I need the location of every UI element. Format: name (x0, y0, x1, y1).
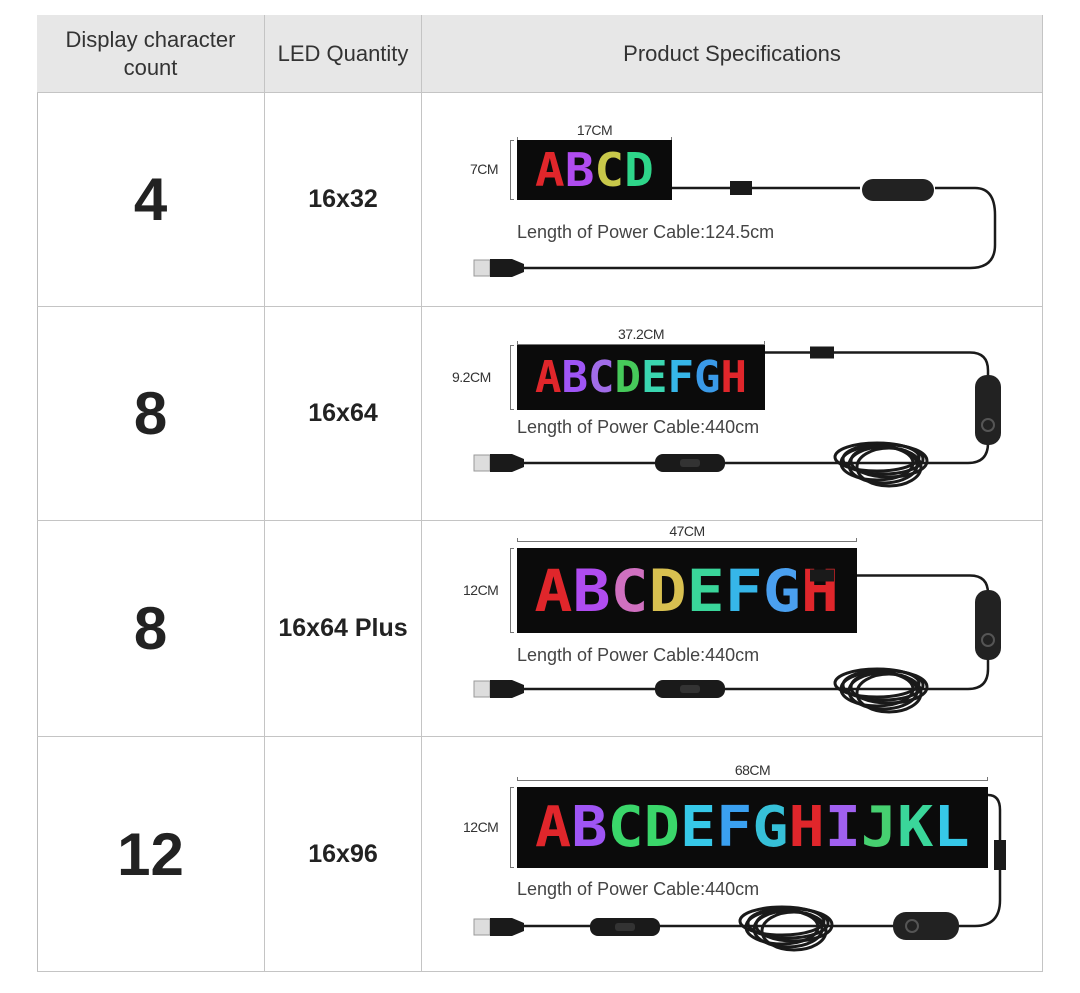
height-dimension-label: 12CM (463, 581, 499, 598)
led-panel-letters: ABCDEFGH (535, 351, 747, 403)
cable-coil-icon (855, 446, 923, 488)
character-count-value: 4 (37, 93, 265, 307)
width-dimension-label: 17CM (576, 122, 613, 138)
remote-controller-icon (893, 912, 959, 940)
power-cable-length: Length of Power Cable:440cm (517, 645, 760, 665)
led-quantity-value: 16x32 (265, 93, 422, 307)
character-count-value: 12 (37, 737, 265, 972)
usb-plug-icon (473, 454, 491, 472)
switch-button (680, 685, 700, 693)
width-dimension-line (517, 777, 988, 781)
character-count-value: 8 (37, 521, 265, 737)
usb-plug-body (490, 680, 524, 698)
switch-button (680, 459, 700, 467)
usb-plug-icon (473, 259, 491, 277)
usb-plug-body (490, 259, 524, 277)
power-cable-length: Length of Power Cable:440cm (517, 417, 760, 437)
usb-plug-icon (473, 918, 491, 936)
led-panel-letters: ABCDEFGH (534, 556, 840, 625)
usb-plug-body (490, 918, 524, 936)
led-panel-letters: ABCDEFGHIJKL (535, 794, 970, 860)
power-cable (524, 186, 997, 270)
led-quantity-value: 16x96 (265, 737, 422, 972)
cable-coil-icon (760, 910, 828, 952)
controller-button-icon (905, 919, 919, 933)
power-cable-length: Length of Power Cable:124.5cm (517, 222, 775, 242)
led-panel-letters: ABCD (535, 143, 654, 197)
height-dimension-label: 7CM (470, 161, 499, 177)
product-specifications-cell (422, 521, 1043, 737)
cable-coil-icon (855, 672, 923, 714)
controller-button-icon (981, 418, 995, 432)
remote-controller-icon (975, 375, 1001, 445)
height-dimension-label: 12CM (463, 818, 499, 835)
header-led-quantity: LED Quantity (265, 15, 422, 93)
usb-plug-icon (473, 680, 491, 698)
led-panel-image: ABCDEFGH (517, 345, 765, 410)
character-count-value: 8 (37, 307, 265, 521)
height-dimension-line (510, 548, 514, 633)
product-specifications-cell (422, 307, 1043, 521)
cable-connector (810, 346, 834, 359)
led-quantity-value: 16x64 Plus (265, 521, 422, 737)
header-character-count: Display character count (37, 15, 265, 93)
remote-controller-icon (975, 590, 1001, 660)
led-panel-image: ABCDEFGHIJKL (517, 787, 988, 868)
cable-connector (810, 569, 834, 582)
power-cable (524, 574, 990, 691)
height-dimension-line (510, 787, 514, 868)
remote-controller-icon (862, 179, 934, 201)
led-quantity-value: 16x64 (265, 307, 422, 521)
product-specifications-cell (422, 737, 1043, 972)
width-dimension-label: 37.2CM (617, 326, 665, 342)
switch-button (615, 923, 635, 931)
width-dimension-label: 47CM (669, 523, 705, 539)
product-specifications-cell (422, 93, 1043, 307)
height-dimension-line (510, 345, 514, 410)
width-dimension-line (517, 341, 765, 345)
width-dimension-label: 68CM (734, 762, 771, 778)
cable-connector (994, 840, 1006, 870)
header-product-specifications: Product Specifications (422, 15, 1043, 93)
controller-button-icon (981, 633, 995, 647)
usb-plug-body (490, 454, 524, 472)
power-cable-length: Length of Power Cable:440cm (517, 879, 760, 899)
led-panel-image: ABCDEFGH (517, 548, 857, 633)
power-cable (524, 793, 1002, 928)
cable-connector (730, 181, 752, 195)
height-dimension-line (510, 140, 514, 200)
height-dimension-label: 9.2CM (452, 368, 491, 385)
led-panel-image: ABCD (517, 140, 672, 200)
power-cable (524, 351, 990, 465)
width-dimension-line (517, 538, 857, 542)
